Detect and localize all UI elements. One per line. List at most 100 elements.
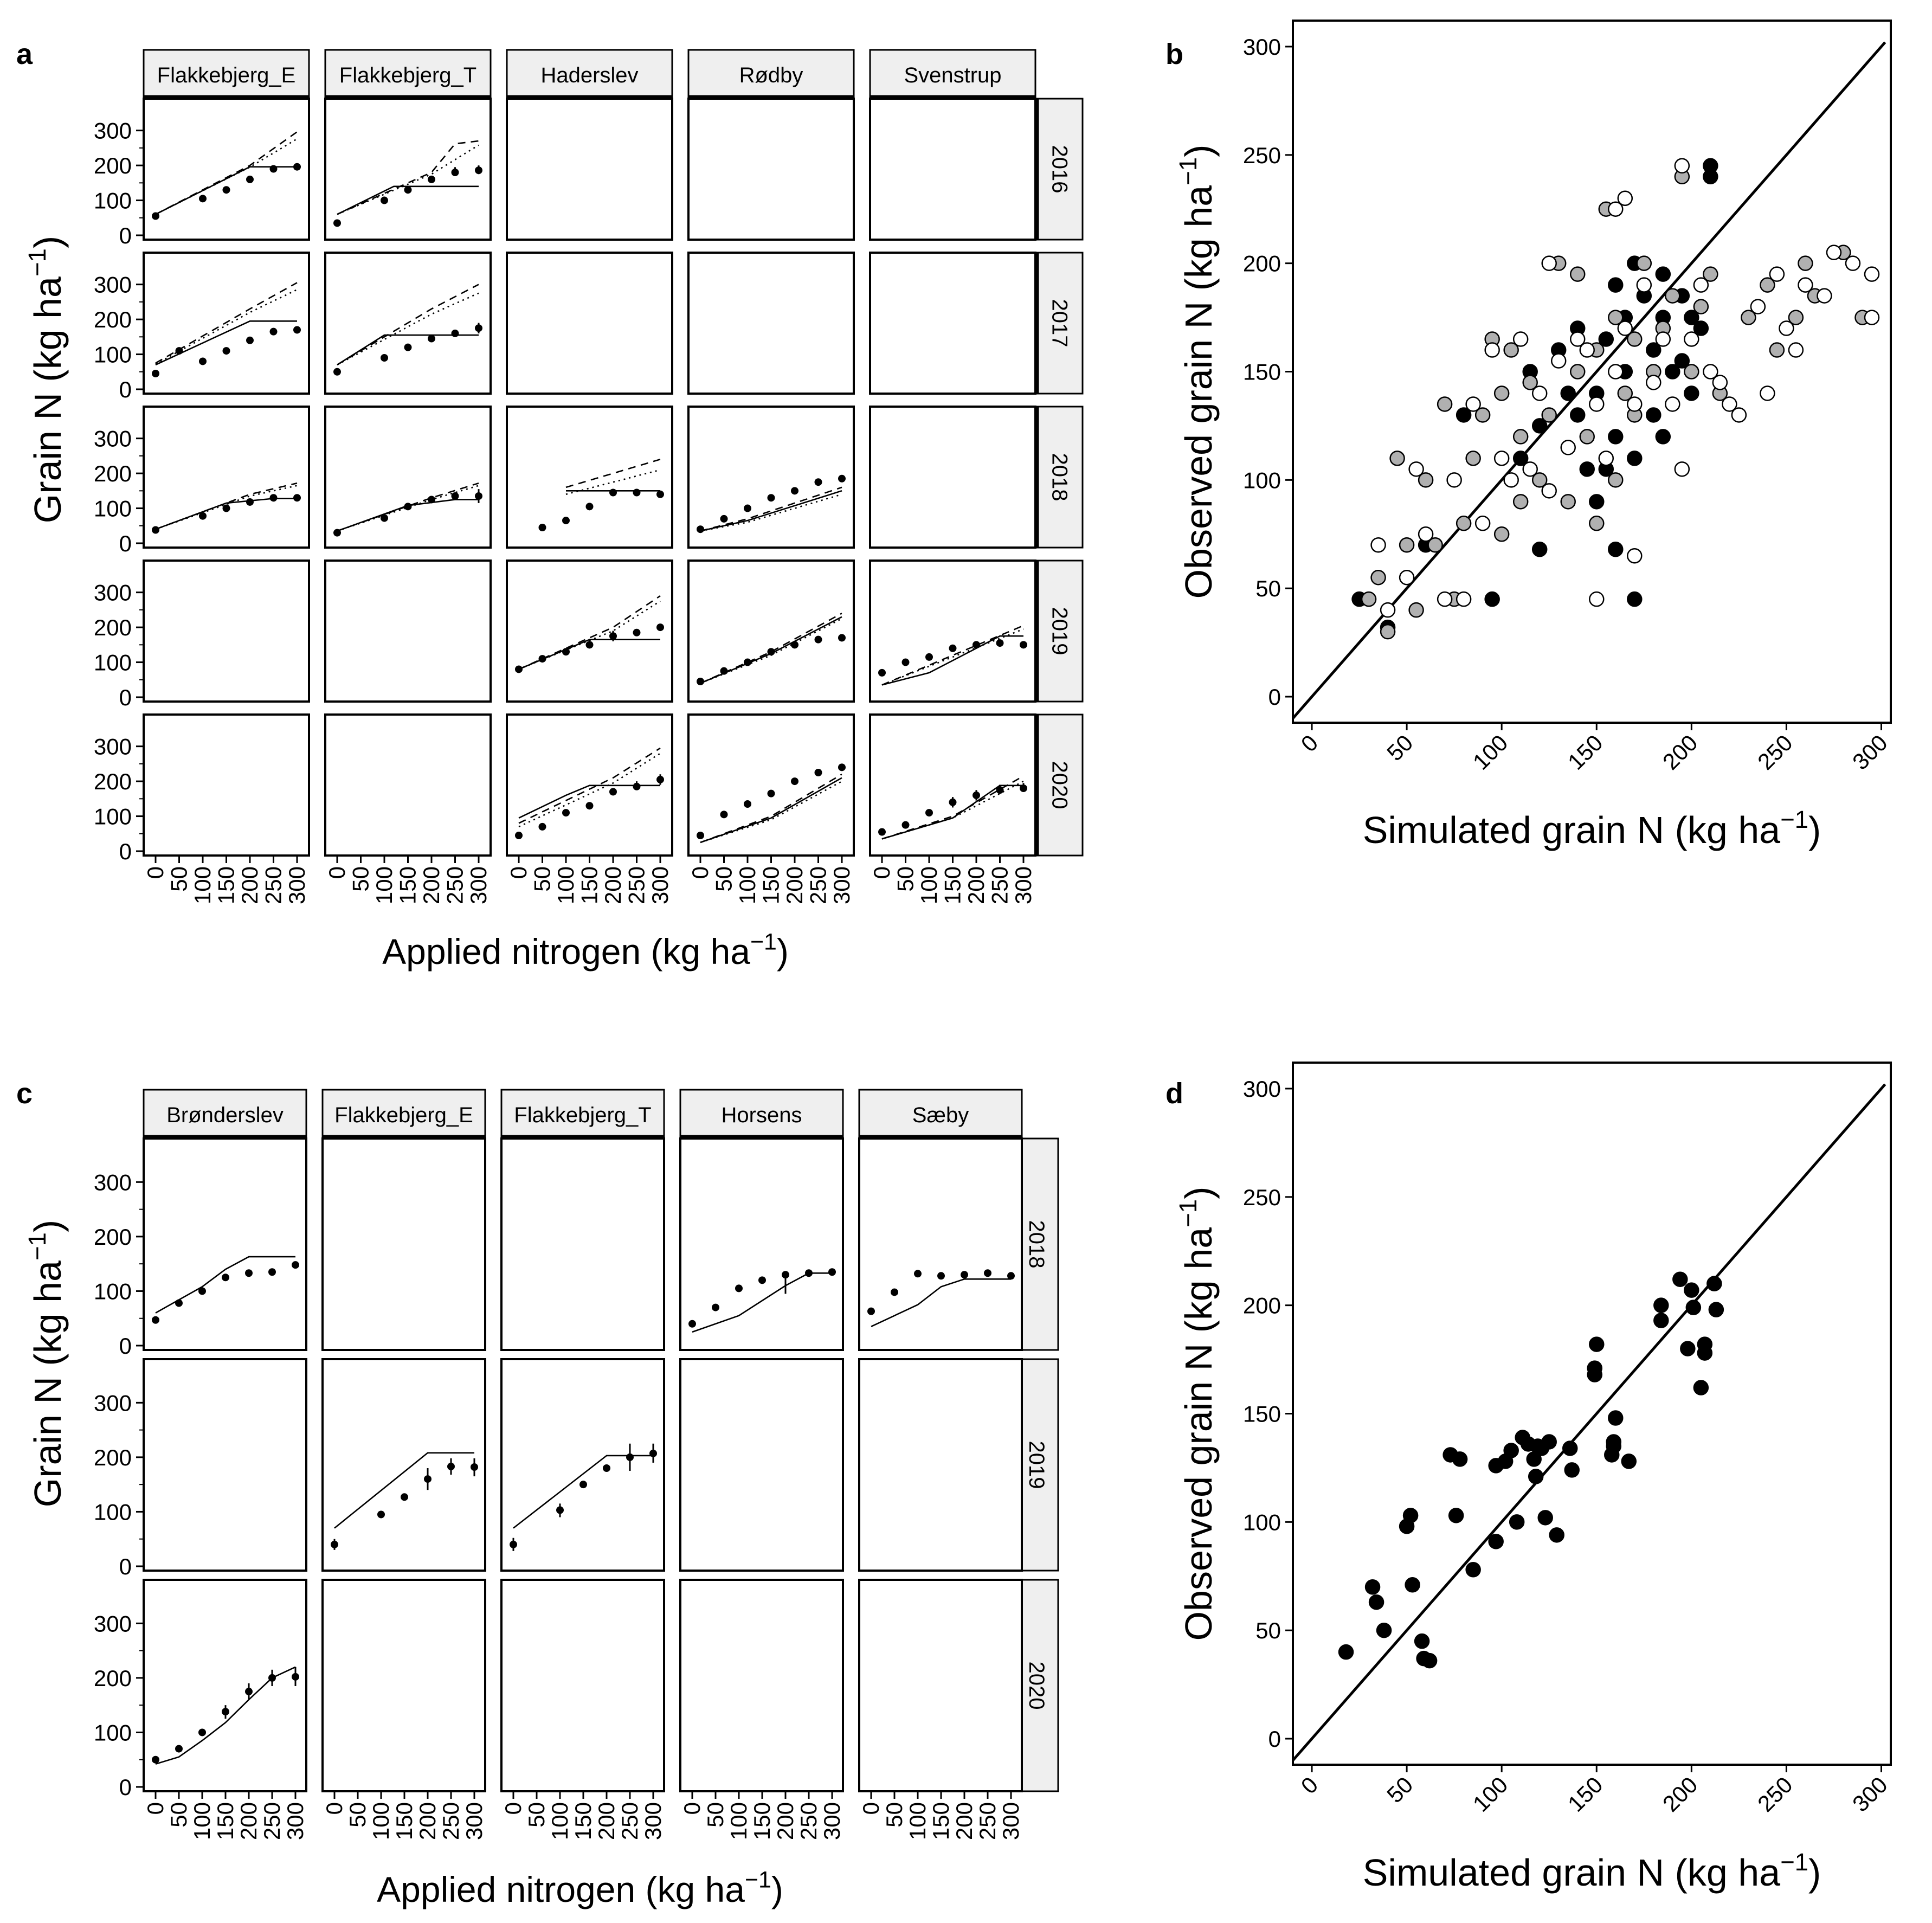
y-tick-label: 0 <box>119 839 132 864</box>
observed-point <box>556 1506 564 1514</box>
x-tick-label: 50 <box>348 866 373 892</box>
y-tick-label: 150 <box>1243 359 1281 385</box>
row-strip-label: 2020 <box>1025 1662 1048 1710</box>
scatter-point-white <box>1731 407 1747 423</box>
facet-panel <box>506 559 673 703</box>
x-tick-label: 100 <box>547 1802 572 1840</box>
scatter-point-white <box>1541 255 1557 271</box>
y-tick-label: 100 <box>1243 1509 1281 1535</box>
scatter-point-white <box>1569 331 1586 347</box>
scatter-point-grey <box>1522 375 1538 390</box>
scatter-point-black <box>1627 591 1643 607</box>
x-tick-label: 0 <box>869 866 894 879</box>
scatter-point-grey <box>1665 288 1680 304</box>
y-tick-label: 0 <box>119 685 132 710</box>
scatter-point-white <box>1665 396 1680 412</box>
column-strip <box>143 49 310 99</box>
series-line-dotted <box>155 485 298 530</box>
observed-point <box>758 1276 766 1284</box>
facet-panel <box>321 1137 486 1351</box>
x-axis-title: Applied nitrogen (kg ha−1) <box>382 929 789 972</box>
scatter-point-observed <box>1448 1508 1464 1523</box>
column-strip <box>858 1089 1023 1139</box>
y-axis-title-text: Observed grain N (kg ha <box>1177 1227 1220 1641</box>
scatter-point-grey <box>1693 299 1709 314</box>
panel-letter: c <box>16 1077 33 1110</box>
scatter-point-white <box>1617 190 1633 206</box>
scatter-point-grey <box>1493 385 1510 401</box>
x-tick-label: 100 <box>916 866 942 904</box>
x-tick-label: 0 <box>321 1802 347 1815</box>
observed-point <box>649 1449 657 1457</box>
scatter-point-black <box>1608 277 1624 293</box>
x-tick-label: 100 <box>726 1802 751 1840</box>
observed-point <box>222 1708 229 1716</box>
series-line-dotted <box>881 628 1024 686</box>
observed-point <box>199 195 207 203</box>
y-axis-title: Grain N (kg ha−1) <box>23 1220 69 1507</box>
x-axis-title-superscript: −1 <box>1780 1848 1808 1876</box>
scatter-point-black <box>1531 418 1548 434</box>
y-tick-label: 100 <box>94 1278 132 1304</box>
y-tick-label: 200 <box>1243 1293 1281 1319</box>
scatter-point-observed <box>1684 1282 1699 1298</box>
scatter-point-black <box>1684 385 1699 401</box>
y-tick-label: 100 <box>1243 467 1281 493</box>
scatter-point-black <box>1703 169 1718 185</box>
x-axis-title-close: ) <box>1808 1851 1821 1894</box>
column-strip <box>687 49 855 99</box>
x-tick-label: 200 <box>782 866 807 904</box>
y-axis-title: Grain N (kg ha−1) <box>23 236 69 523</box>
scatter-point-observed <box>1364 1579 1381 1595</box>
observed-point <box>814 635 822 644</box>
scatter-point-observed <box>1606 1438 1622 1454</box>
y-tick-label: 300 <box>94 1390 132 1416</box>
column-strip-label: Haderslev <box>540 63 638 87</box>
x-tick-label: 200 <box>418 866 444 904</box>
scatter-point-observed <box>1421 1652 1438 1669</box>
x-axis-title-superscript: −1 <box>1780 806 1808 833</box>
x-axis-title: Simulated grain N (kg ha−1) <box>1363 806 1821 851</box>
facet-panel <box>321 1358 486 1572</box>
scatter-point-white <box>1779 320 1794 336</box>
scatter-point-observed <box>1564 1462 1580 1478</box>
scatter-point-white <box>1589 396 1605 412</box>
x-tick-label: 200 <box>963 866 989 904</box>
panel-a-faceted-chart: a Flakkebjerg_E Flakkebjerg_T Haderslev Rødb… <box>16 38 1084 972</box>
x-tick-label: 0 <box>324 866 350 879</box>
one-to-one-line <box>1292 1083 1886 1761</box>
observed-point <box>175 1299 183 1307</box>
x-tick-label: 150 <box>577 866 602 904</box>
scatter-point-observed <box>1338 1644 1354 1660</box>
row-strip-label: 2016 <box>1048 145 1072 194</box>
observed-point <box>585 802 594 810</box>
series-line-solid <box>334 1452 474 1529</box>
observed-point <box>401 1493 408 1501</box>
observed-point <box>333 219 341 227</box>
observed-point <box>475 492 482 500</box>
scatter-point-observed <box>1653 1313 1669 1328</box>
scatter-point-white <box>1627 396 1643 412</box>
facet-panel <box>143 1137 307 1351</box>
x-tick-label: 300 <box>829 866 854 904</box>
facet-panel <box>506 252 673 395</box>
observed-point <box>404 186 412 194</box>
facet-panel <box>869 559 1036 703</box>
panel-letter: b <box>1165 38 1183 70</box>
scatter-point-grey <box>1788 310 1804 325</box>
observed-point <box>767 789 775 798</box>
x-tick-label: 200 <box>594 1802 619 1840</box>
facet-panel <box>679 1137 844 1351</box>
x-axis-title-text: Applied nitrogen (kg ha <box>382 931 750 972</box>
panel-letter: a <box>16 38 33 70</box>
x-axis-title-close: ) <box>777 931 789 972</box>
scatter-point-black <box>1531 541 1548 557</box>
scatter-point-observed <box>1376 1622 1392 1638</box>
observed-point <box>447 1462 455 1470</box>
observed-point <box>268 1674 276 1682</box>
scatter-point-grey <box>1608 310 1624 325</box>
observed-point <box>633 488 641 497</box>
y-tick-label: 300 <box>94 1169 132 1195</box>
observed-point <box>222 1274 229 1282</box>
observed-point <box>782 1271 789 1279</box>
